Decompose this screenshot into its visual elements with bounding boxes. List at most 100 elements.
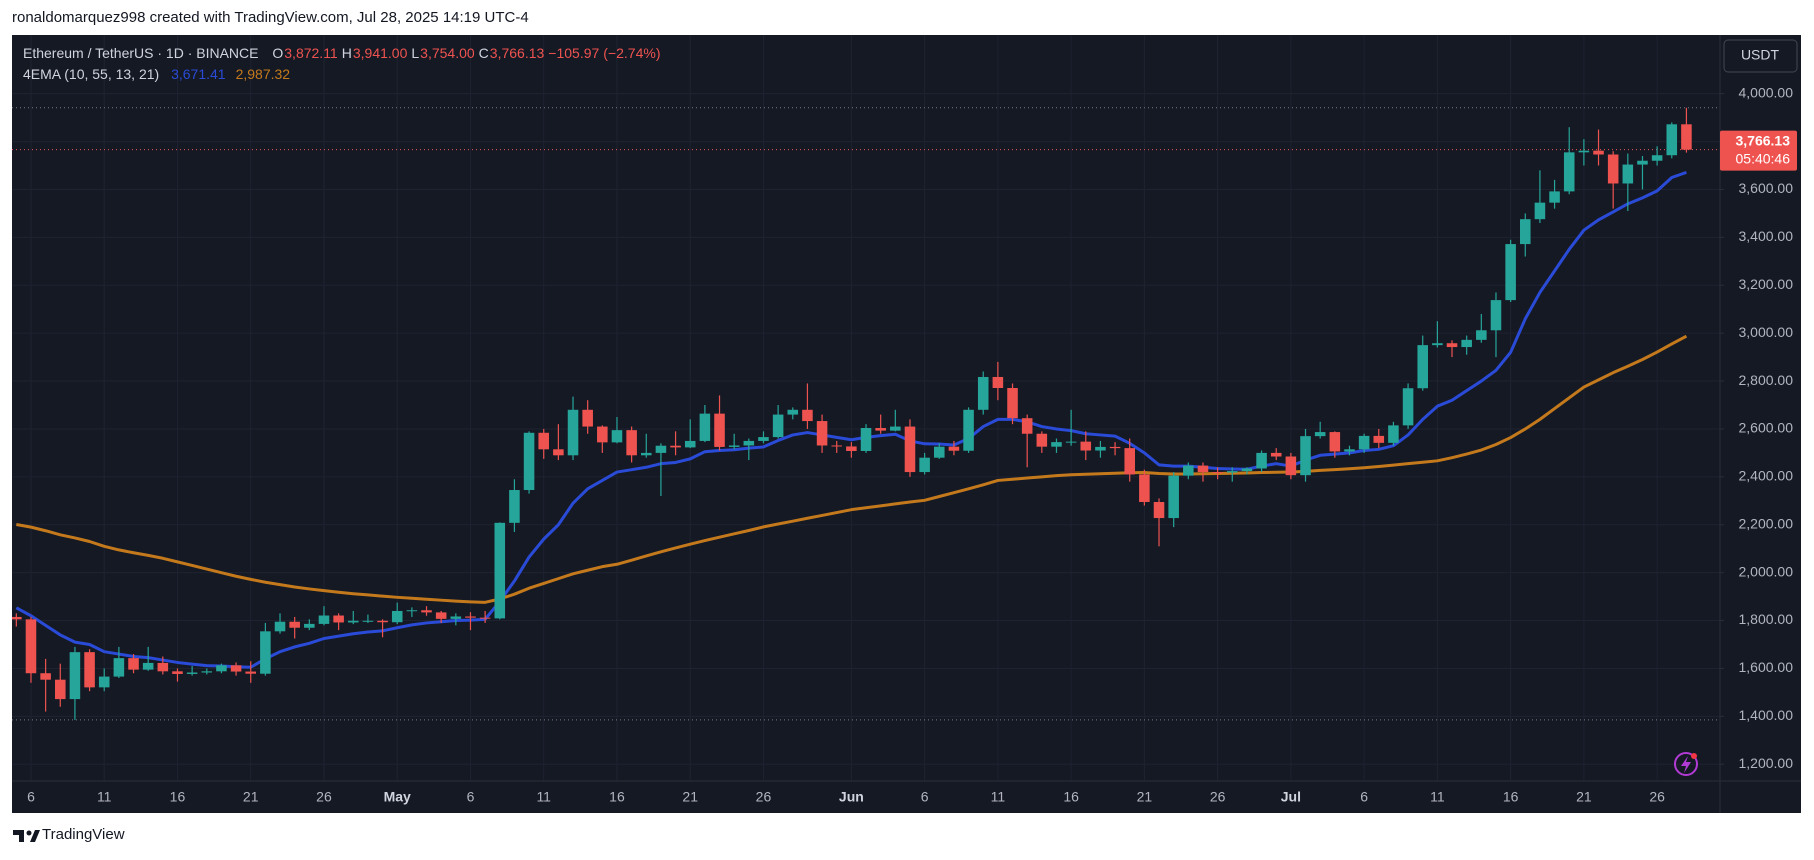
y-tick-label: 3,600.00: [1739, 180, 1794, 196]
candle-body: [1651, 155, 1663, 161]
candle-body: [1505, 244, 1516, 301]
currency-label[interactable]: USDT: [1741, 47, 1780, 63]
x-tick-label: 11: [1430, 789, 1445, 805]
brand: TradingView: [42, 826, 125, 843]
grid: [12, 35, 1720, 781]
candle-body: [1065, 441, 1077, 443]
candle-body: [1139, 474, 1150, 502]
x-tick-label: 16: [1503, 789, 1519, 805]
candle-body: [802, 409, 813, 422]
change-pct: (−2.74%): [603, 45, 661, 61]
y-tick-label: 2,600.00: [1739, 420, 1794, 436]
candle-body: [1520, 219, 1531, 245]
logo-part: [30, 830, 40, 842]
x-tick-label: Jul: [1281, 789, 1301, 805]
candle-body: [992, 376, 1004, 389]
alert-icon[interactable]: [1674, 752, 1698, 776]
indicator-name: 4EMA (10, 55, 13, 21): [23, 66, 160, 82]
candle-body: [1227, 471, 1238, 473]
change: −105.97: [548, 45, 600, 61]
alert-ring[interactable]: [1674, 752, 1698, 776]
candle-body: [1036, 433, 1048, 447]
x-tick-label: 21: [1576, 789, 1592, 805]
candle-body: [1109, 446, 1121, 449]
candle-body: [1358, 435, 1370, 450]
candle-body: [670, 445, 681, 448]
y-tick-label: 2,400.00: [1739, 468, 1794, 484]
candle-body: [186, 672, 198, 674]
currency-button[interactable]: [1723, 39, 1798, 73]
candle-body: [1549, 191, 1560, 203]
candle-body: [1153, 501, 1165, 519]
candle-body: [1432, 343, 1443, 346]
candle-body: [25, 619, 37, 674]
x-tick-label: 11: [536, 789, 551, 805]
candle-body: [1637, 160, 1648, 165]
candle-body: [1461, 339, 1472, 348]
candle-body: [816, 421, 828, 446]
candle-body: [377, 620, 388, 623]
candle-body: [1446, 343, 1458, 348]
candle-body: [1344, 449, 1355, 452]
candle-body: [1607, 154, 1619, 184]
candle-body: [391, 610, 403, 623]
candle-body: [1168, 475, 1179, 519]
candle-body: [641, 452, 652, 456]
candle-body: [538, 432, 549, 450]
candle-body: [1124, 448, 1135, 475]
logo-part: [26, 830, 32, 836]
candle-body: [758, 437, 769, 441]
candle-body: [274, 621, 286, 632]
candle-body: [1300, 436, 1311, 476]
ema-line: [15, 170, 1687, 669]
ohlc-key: H: [341, 45, 352, 61]
candle-body: [831, 445, 842, 447]
candle-body: [479, 617, 491, 619]
candle-body: [509, 490, 520, 523]
brand-logo: [13, 830, 40, 842]
candle-body: [333, 615, 344, 623]
candle-body: [934, 446, 945, 458]
candle-body: [12, 616, 22, 620]
candle-body: [1314, 432, 1326, 437]
candle-body: [860, 427, 872, 451]
x-tick-label: 21: [243, 789, 259, 805]
candle-body: [963, 409, 974, 451]
candle-body: [1051, 442, 1062, 447]
candle-body: [1563, 152, 1575, 192]
y-tick-label: 3,400.00: [1739, 228, 1794, 244]
countdown: 05:40:46: [1736, 150, 1791, 166]
candle-body: [1593, 150, 1604, 155]
candle-body: [465, 616, 476, 618]
candle-body: [684, 440, 696, 448]
candle-body: [1388, 425, 1399, 443]
y-tick-label: 1,200.00: [1739, 755, 1794, 771]
candle-body: [523, 432, 535, 491]
candle-body: [597, 426, 608, 443]
x-tick-label: 11: [97, 789, 112, 805]
ema-value: 2,987.32: [235, 66, 291, 82]
ohlc-key: L: [411, 45, 420, 61]
candle-body: [289, 621, 300, 628]
ohlc-key: C: [478, 45, 489, 61]
alert-bolt[interactable]: [1681, 756, 1691, 773]
candle-body: [201, 671, 213, 673]
alert-dot[interactable]: [1691, 753, 1697, 759]
candle-body: [421, 610, 432, 613]
x-tick-label: 21: [682, 789, 698, 805]
axes: 1,200.00 1,400.00 1,600.00 1,800.00 2,000.00…: [27, 84, 1797, 805]
x-tick-label: 6: [1360, 789, 1368, 805]
candle-body: [40, 673, 51, 680]
logo-part: [13, 830, 24, 842]
y-tick-label: 3,200.00: [1739, 276, 1794, 292]
candle-body: [113, 658, 125, 677]
candle-body: [582, 409, 593, 427]
candle-body: [494, 522, 506, 619]
candle-body: [1681, 124, 1692, 150]
candle-body: [245, 671, 256, 674]
candle-body: [1021, 418, 1033, 434]
candle-body: [1197, 465, 1209, 473]
candle-body: [260, 631, 271, 674]
